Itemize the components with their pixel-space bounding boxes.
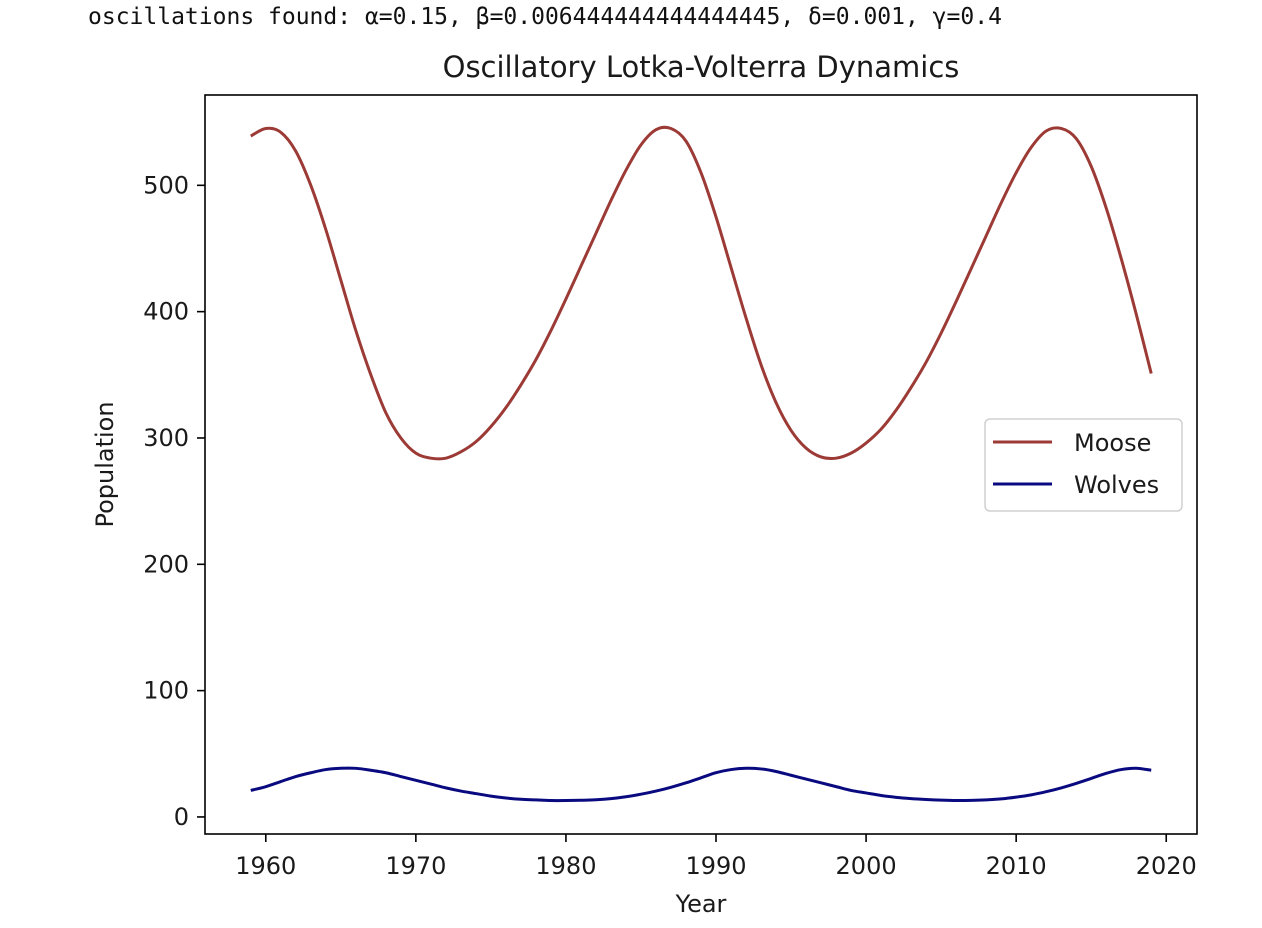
series-line-wolves: [250, 766, 1152, 803]
x-tick-label: 1980: [535, 852, 596, 880]
legend: Moose Wolves: [984, 418, 1183, 512]
y-tick-label: 0: [174, 803, 189, 831]
x-axis: 1960 1970 1980 1990 2000 2010 2020: [235, 834, 1197, 880]
x-axis-label: Year: [675, 890, 727, 918]
y-axis-label: Population: [91, 401, 119, 527]
y-tick-label: 500: [143, 171, 189, 199]
y-tick-label: 400: [143, 298, 189, 326]
x-tick-label: 1990: [685, 852, 746, 880]
series-line-moose: [250, 125, 1153, 461]
console-output-text: oscillations found: α=0.15, β=0.00644444…: [88, 4, 1002, 30]
y-tick-label: 200: [143, 550, 189, 578]
y-tick-label: 100: [143, 677, 189, 705]
series-layer: [250, 125, 1153, 803]
plot-frame: [204, 94, 1198, 835]
x-tick-label: 1970: [385, 852, 446, 880]
legend-label-moose: Moose: [1074, 429, 1151, 457]
y-axis: 0 100 200 300 400 500: [143, 171, 205, 831]
legend-label-wolves: Wolves: [1074, 471, 1159, 499]
x-tick-label: 1960: [235, 852, 296, 880]
chart-title: Oscillatory Lotka-Volterra Dynamics: [443, 50, 960, 84]
x-tick-label: 2000: [836, 852, 897, 880]
x-tick-label: 2020: [1136, 852, 1197, 880]
x-tick-label: 2010: [986, 852, 1047, 880]
y-tick-label: 300: [143, 424, 189, 452]
